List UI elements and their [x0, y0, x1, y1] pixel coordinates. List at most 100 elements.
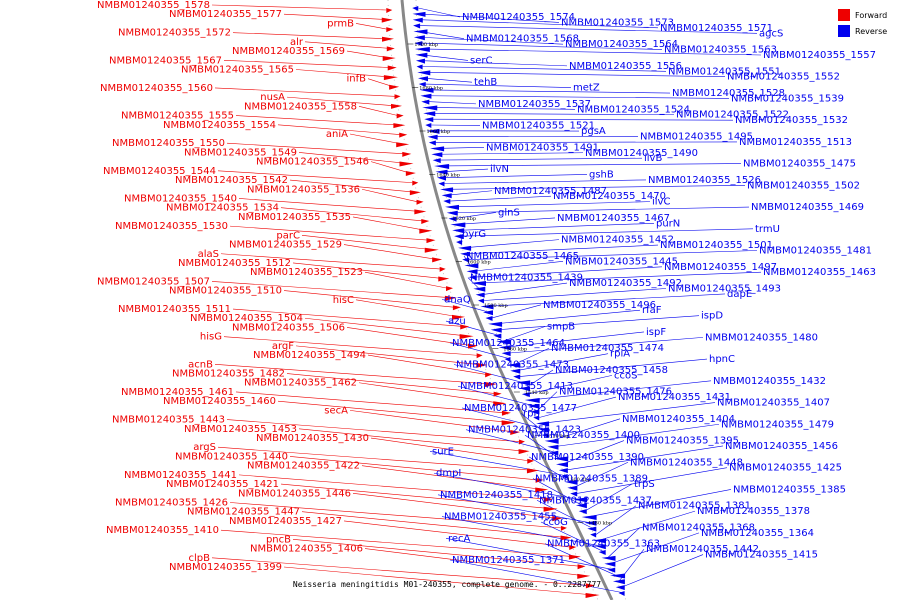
reverse-gene-arrow [564, 479, 578, 485]
forward-gene-arrow [405, 171, 416, 177]
forward-gene-arrow [535, 487, 549, 493]
reverse-connector [429, 113, 675, 116]
reverse-connector [507, 337, 704, 354]
forward-gene-arrow [452, 314, 466, 320]
forward-gene-label: nusA [260, 92, 285, 103]
reverse-gene-label: NMBM01240355_1497 [664, 262, 777, 273]
reverse-gene-label: NMBM01240355_1437 [539, 495, 652, 506]
reverse-connector [474, 266, 663, 278]
reverse-gene-arrow [519, 386, 531, 392]
forward-gene-arrow [381, 36, 394, 42]
forward-gene-label: NMBM01240355_1426 [115, 498, 228, 509]
reverse-connector [420, 42, 663, 50]
reverse-gene-arrow [601, 555, 616, 561]
reverse-gene-label: NMBM01240355_1458 [555, 365, 668, 376]
forward-gene-label: NMBM01240355_1560 [100, 83, 213, 94]
forward-gene-arrow [569, 545, 577, 551]
reverse-connector [504, 331, 645, 348]
forward-connector [277, 124, 402, 135]
reverse-gene-arrow [462, 257, 470, 263]
forward-connector [295, 69, 392, 78]
reverse-gene-arrow [513, 374, 521, 380]
reverse-gene-label: ccoG [543, 517, 568, 528]
reverse-connector [437, 152, 584, 155]
reverse-gene-label: NMBM01240355_1439 [470, 273, 583, 284]
reverse-gene-arrow [527, 403, 540, 409]
reverse-connector [427, 101, 477, 105]
forward-gene-label: NMBM01240355_1530 [115, 221, 228, 232]
reverse-gene-arrow [471, 280, 487, 286]
reverse-connector [422, 66, 667, 72]
reverse-gene-arrow [421, 99, 430, 105]
reverse-gene-label: recA [448, 533, 471, 544]
reverse-gene-label: NMBM01240355_1470 [553, 191, 666, 202]
forward-gene-arrow [485, 372, 493, 378]
scale-tick-label: 1480 kbp [588, 521, 612, 527]
reverse-gene-label: NMBM01240355_1573 [561, 17, 674, 28]
reverse-connector [426, 95, 730, 99]
reverse-connector [598, 510, 696, 541]
forward-connector [304, 41, 389, 49]
reverse-gene-arrow [412, 6, 419, 11]
reverse-gene-arrow [553, 456, 569, 462]
forward-connector [223, 336, 477, 356]
forward-gene-arrow [383, 75, 398, 81]
forward-gene-label: NMBM01240355_1504 [190, 313, 303, 324]
forward-gene-arrow [577, 573, 591, 579]
reverse-connector [491, 304, 542, 319]
reverse-gene-arrow [440, 187, 454, 193]
reverse-gene-arrow [521, 392, 530, 398]
label-connectors [211, 4, 762, 596]
reverse-connector [420, 48, 762, 56]
forward-gene-arrow [391, 103, 403, 109]
reverse-gene-arrow [573, 497, 588, 503]
forward-gene-arrow [484, 382, 497, 388]
reverse-connector [553, 423, 720, 448]
reverse-connector [445, 320, 500, 336]
reverse-gene-arrow [581, 514, 597, 520]
scale-tick-label: 1500 kbp [567, 477, 591, 483]
scale-tick-label: 1640 kbp [436, 173, 460, 179]
scale-tick-label: 1540 kbp [525, 390, 549, 396]
forward-gene-arrow [402, 151, 412, 157]
reverse-gene-label: NMBM01240355_1473 [456, 360, 569, 371]
reverse-gene-arrow [431, 152, 443, 158]
forward-gene-arrow [432, 257, 443, 263]
reverse-gene-label: trpS [634, 479, 655, 490]
reverse-gene-label: NMBM01240355_1537 [478, 99, 591, 110]
forward-gene-arrow [560, 525, 567, 531]
forward-gene-arrow [382, 55, 396, 61]
reverse-gene-label: NMBM01240355_1463 [763, 267, 876, 278]
reverse-gene-arrow [425, 123, 432, 128]
reverse-gene-label: NMBM01240355_1532 [735, 115, 848, 126]
reverse-gene-arrow [466, 269, 478, 275]
forward-gene-label: NMBM01240355_1523 [250, 267, 363, 278]
reverse-gene-label: NMBM01240355_1442 [646, 544, 759, 555]
reverse-gene-label: NMBM01240355_1524 [577, 104, 690, 115]
genome-backbone [400, 0, 614, 600]
reverse-gene-arrow [510, 368, 521, 374]
reverse-gene-label: NMBM01240355_1491 [486, 142, 599, 153]
forward-gene-label: NMBM01240355_1540 [124, 193, 237, 204]
forward-connector [358, 382, 501, 404]
reverse-connector [418, 7, 461, 18]
reverse-gene-label: tehB [474, 77, 497, 88]
reverse-gene-arrow [417, 76, 428, 82]
reverse-gene-label: hpnC [709, 354, 735, 365]
forward-gene-arrow [381, 17, 393, 23]
forward-gene-arrow [412, 180, 419, 186]
forward-gene-arrow [419, 228, 433, 234]
reverse-gene-label: NMBM01240355_1564 [565, 39, 678, 50]
reverse-gene-label: NMBM01240355_1431 [618, 392, 731, 403]
reverse-gene-label: agcS [759, 28, 783, 39]
reverse-gene-arrow [434, 163, 450, 169]
forward-connector [364, 271, 448, 289]
forward-connector [229, 502, 561, 529]
forward-connector [211, 4, 387, 11]
reverse-gene-arrow [592, 538, 606, 544]
reverse-connector [530, 380, 712, 401]
reverse-connector [464, 239, 560, 249]
reverse-gene-arrow [438, 181, 445, 187]
reverse-connector [449, 195, 552, 202]
reverse-gene-arrow [420, 93, 432, 99]
